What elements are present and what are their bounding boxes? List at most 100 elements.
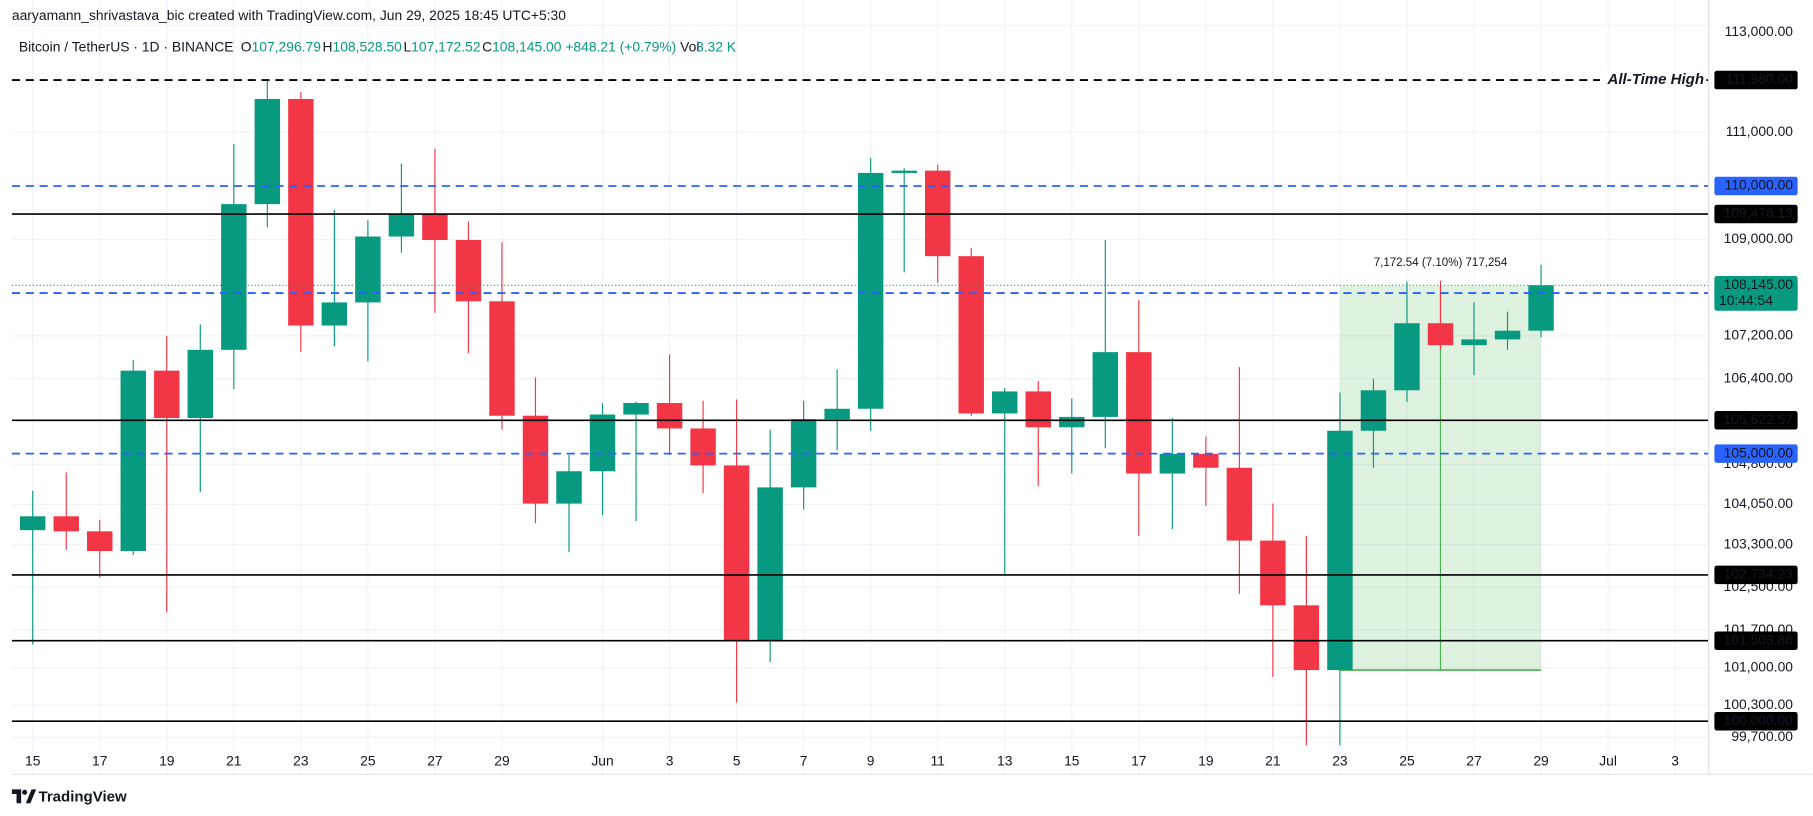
level-label: 109,476.13 (1724, 205, 1794, 221)
candle-body (556, 471, 582, 504)
level-text-bg (1599, 70, 1707, 90)
x-tick-label: Jul (1599, 752, 1617, 768)
open-label: O (241, 38, 252, 54)
candle-body (1293, 605, 1320, 671)
candle-body (221, 204, 247, 350)
x-tick-label: 15 (25, 752, 41, 768)
y-tick-label: 99,700.00 (1731, 728, 1793, 744)
y-tick-label: 109,000.00 (1724, 230, 1794, 246)
candle-body (1126, 352, 1152, 474)
x-tick-label: 25 (1399, 752, 1415, 768)
last-price-label: 108,145.00 (1724, 276, 1794, 292)
x-tick-label: 11 (931, 752, 946, 768)
credit: aaryamann_shrivastava_bic created with T… (12, 7, 566, 23)
volume-value: 3.32 K (696, 38, 737, 54)
level-label: 105,622.57 (1724, 411, 1794, 427)
levels: All-Time High (11, 70, 1709, 723)
candle-body (1494, 330, 1521, 340)
candle-body (87, 531, 113, 552)
measure-label: 7,172.54 (7.10%) 717,254 (1374, 257, 1508, 269)
candle-body (589, 414, 616, 472)
x-tick-label: 21 (1265, 752, 1281, 768)
x-tick-label: 7 (800, 752, 808, 768)
level-label: 110,000.00 (1725, 177, 1794, 193)
candle-body (19, 516, 46, 531)
x-tick-label: 15 (1064, 752, 1080, 768)
x-tick-label: 29 (494, 752, 510, 768)
y-tick-label: 111,000.00 (1726, 123, 1794, 139)
legend-header: Bitcoin / TetherUS · 1D · BINANCE O107,2… (19, 38, 737, 54)
x-tick-label: 5 (733, 752, 741, 768)
x-tick-label: 27 (1466, 752, 1482, 768)
x-tick-label: 27 (427, 752, 443, 768)
low-value: 107,172.52 (411, 38, 481, 54)
candle-body (1528, 285, 1554, 331)
candle-body (53, 516, 79, 532)
y-tick-label: 104,050.00 (1724, 495, 1794, 511)
candle-body (656, 402, 683, 429)
high-label: H (323, 38, 333, 54)
close-value: 108,145.00 (492, 38, 562, 54)
candle-body (355, 236, 381, 303)
candle-body (154, 370, 180, 419)
y-tick-label: 103,300.00 (1724, 535, 1794, 551)
candle-body (1260, 540, 1286, 606)
candle-body (1226, 467, 1253, 541)
candle-body (623, 402, 649, 415)
close-label: C (482, 38, 492, 54)
countdown: 10:44:54 (1719, 292, 1773, 308)
x-tick-label: Jun (591, 752, 613, 768)
x-tick-label: 25 (360, 752, 376, 768)
x-tick-label: 19 (1198, 752, 1214, 768)
low-label: L (403, 38, 411, 54)
candle-body (422, 214, 448, 241)
candle-body (723, 465, 750, 640)
level-label-bg (1714, 565, 1798, 585)
y-tick-label: 106,400.00 (1724, 369, 1794, 385)
logo-icon (11, 789, 37, 804)
level-label: 102,734.23 (1724, 566, 1794, 582)
level-label: 111,980.00 (1726, 71, 1794, 87)
brand-name: TradingView (38, 788, 126, 805)
x-tick-label: 9 (867, 752, 875, 768)
open-value: 107,296.79 (252, 38, 322, 54)
x-tick-label: 17 (1131, 752, 1147, 768)
x-tick-label: 23 (293, 752, 309, 768)
last-price-bg (1714, 276, 1798, 311)
candle-body (321, 302, 348, 326)
candle-body (992, 391, 1018, 414)
change-value: +848.21 (+0.79%) (565, 38, 676, 54)
level-label: 105,000.00 (1724, 444, 1794, 460)
level-label-bg (1714, 631, 1798, 650)
level-label-bg (1714, 411, 1798, 430)
candle-body (120, 370, 146, 552)
candle-body (857, 172, 884, 409)
level-text: All-Time High (1607, 71, 1705, 88)
high-value: 108,528.50 (333, 38, 403, 54)
candle-body (455, 240, 482, 302)
x-tick-label: 3 (666, 752, 674, 768)
x-tick-label: 19 (159, 752, 175, 768)
x-tick-label: 3 (1671, 752, 1679, 768)
candle-body (1327, 430, 1353, 671)
candle-body (1427, 323, 1454, 346)
candle-body (187, 349, 214, 419)
candle-body (288, 98, 314, 326)
candle-body (1092, 352, 1119, 417)
level-label-bg (1714, 711, 1798, 731)
level-label: 100,000.00 (1724, 712, 1794, 728)
x-tick-label: 13 (997, 752, 1013, 768)
level-label: 101,503.86 (1724, 631, 1794, 647)
level-label-bg (1714, 70, 1798, 90)
x-tick-label: 21 (226, 752, 242, 768)
candle-body (1159, 453, 1186, 474)
candle-body (489, 301, 515, 416)
level-label-bg (1714, 204, 1798, 224)
candle-body (891, 170, 917, 173)
candle-body (824, 408, 850, 420)
y-tick-label: 107,200.00 (1724, 327, 1794, 343)
level-label-bg (1714, 176, 1798, 196)
volume-label: Vol (680, 38, 699, 54)
